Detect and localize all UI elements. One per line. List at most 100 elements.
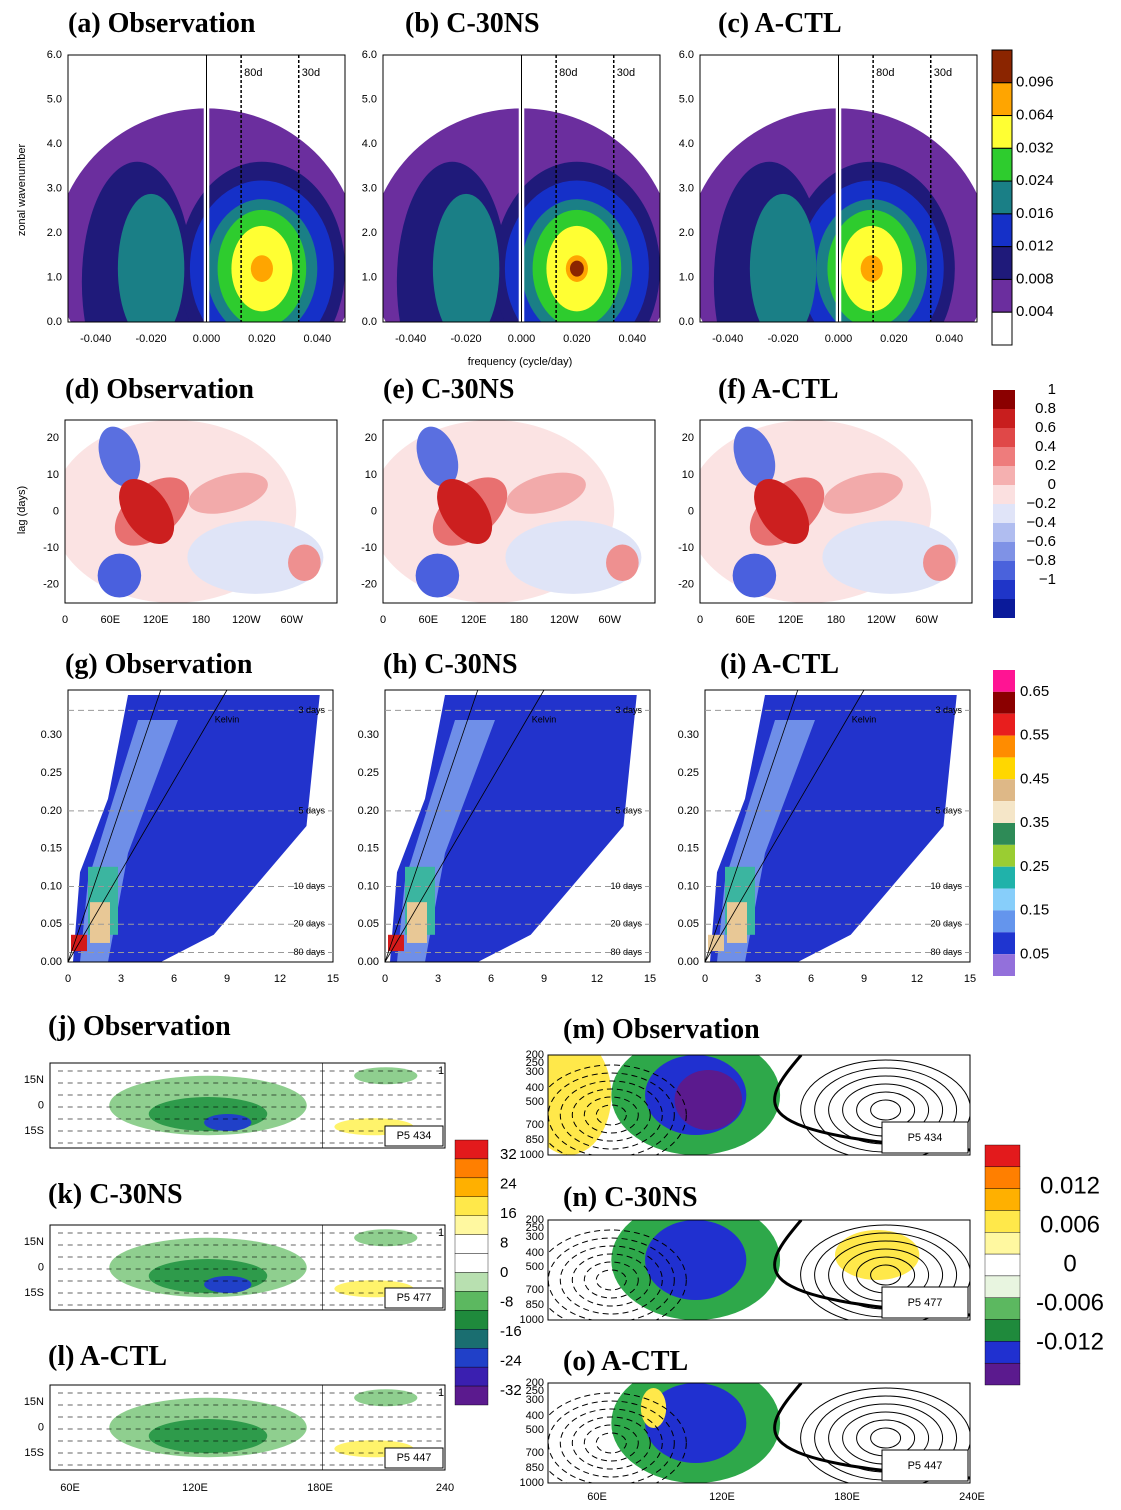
colorbar-label: -16	[500, 1323, 522, 1340]
x-tick-label: 0.020	[563, 333, 591, 345]
colorbar-box	[993, 910, 1015, 932]
x-tick-label: 9	[541, 973, 547, 985]
period-label: 30d	[302, 67, 320, 79]
y-tick-label: 4.0	[679, 138, 694, 150]
y-tick-label: 10	[47, 469, 59, 481]
y-tick-label: 0.0	[679, 316, 694, 328]
x-tick-label: 60E	[101, 614, 121, 626]
colorbar-label: 0.6	[1035, 419, 1056, 436]
colorbar-box	[985, 1145, 1020, 1167]
colorbar-label: −0.6	[1026, 533, 1056, 550]
y-tick-label: 0.05	[41, 918, 62, 930]
period-label: 80 days	[610, 947, 642, 957]
contour-fill	[354, 1067, 417, 1084]
colorbar-box	[455, 1216, 488, 1235]
period-label: 20 days	[610, 919, 642, 929]
contours	[58, 1229, 441, 1305]
colorbar-label: -0.006	[1036, 1289, 1104, 1316]
contour-line	[871, 1428, 901, 1448]
colorbar-box	[455, 1159, 488, 1178]
x-tick-label: 0	[65, 973, 71, 985]
x-tick-label: 0.040	[304, 333, 332, 345]
pattern-label: P5 434	[908, 1132, 943, 1144]
y-axis-label: lag (days)	[16, 486, 28, 534]
period-label: 30d	[934, 67, 952, 79]
period-label: 5 days	[935, 805, 962, 815]
y-tick-label: 500	[526, 1261, 544, 1273]
colorbar-label: 0	[1063, 1250, 1076, 1277]
colorbar-box	[455, 1178, 488, 1197]
y-tick-label: 400	[526, 1247, 544, 1259]
spectrum-tan	[90, 902, 110, 943]
x-tick-label: 15	[644, 973, 656, 985]
x-tick-label: 120E	[143, 614, 169, 626]
panel-title: (f) A-CTL	[718, 374, 839, 405]
period-label: 5 days	[615, 805, 642, 815]
colorbar-box	[985, 1189, 1020, 1211]
colorbar-label: 0.05	[1020, 945, 1049, 962]
y-tick-label: 1000	[520, 1477, 544, 1489]
y-tick-label: 700	[526, 1447, 544, 1459]
period-label: 3 days	[615, 705, 642, 715]
contour-fill	[645, 1220, 746, 1300]
contour-fill	[570, 261, 584, 277]
y-tick-label: 3.0	[679, 182, 694, 194]
x-tick-label: 0.040	[936, 333, 964, 345]
colorbar-box	[993, 714, 1015, 736]
y-tick-label: 15N	[24, 1236, 44, 1248]
panel-title: (i) A-CTL	[720, 649, 839, 680]
y-tick-label: 300	[526, 1231, 544, 1243]
x-tick-label: 120E	[709, 1491, 735, 1503]
colorbar-box	[993, 504, 1015, 523]
y-tick-label: 0.05	[358, 918, 379, 930]
colorbar-box	[455, 1273, 488, 1292]
y-tick-label: 5.0	[47, 93, 62, 105]
colorbar-label: 8	[500, 1234, 508, 1251]
colorbar-box	[455, 1310, 488, 1329]
y-tick-label: 2.0	[47, 227, 62, 239]
y-tick-label: 0.0	[47, 316, 62, 328]
contour-fill	[923, 544, 956, 581]
y-tick-label: -10	[43, 542, 59, 554]
y-tick-label: 15N	[24, 1074, 44, 1086]
panel-title: (e) C-30NS	[383, 374, 514, 405]
contours	[58, 1389, 441, 1465]
x-tick-label: 60E	[736, 614, 756, 626]
x-tick-label: 120W	[867, 614, 896, 626]
pattern-label: P5 447	[908, 1460, 943, 1472]
colorbar-box	[993, 670, 1015, 692]
x-tick-label: 0.000	[825, 333, 853, 345]
colorbar-box	[993, 889, 1015, 911]
y-tick-label: 0	[38, 1261, 44, 1273]
y-tick-label: 0.05	[678, 918, 699, 930]
colorbar-label: 0.032	[1016, 139, 1054, 156]
contour-fill	[288, 544, 321, 581]
colorbar-label: 1	[1048, 381, 1056, 398]
y-tick-label: 0.25	[678, 767, 699, 779]
colorbar-box	[993, 845, 1015, 867]
panel-title: (m) Observation	[563, 1014, 760, 1045]
contour-fill	[204, 1276, 251, 1293]
colorbar-box	[992, 50, 1012, 83]
y-tick-label: 1.0	[47, 271, 62, 283]
colorbar-label: 0.35	[1020, 814, 1049, 831]
colorbar-label: −1	[1039, 571, 1056, 588]
y-tick-label: 10	[365, 469, 377, 481]
colorbar-box	[993, 390, 1015, 409]
colorbar-box	[992, 247, 1012, 280]
colorbar-box	[992, 181, 1012, 214]
period-label: 3 days	[935, 705, 962, 715]
y-tick-label: -20	[43, 579, 59, 591]
y-tick-label: 1000	[520, 1149, 544, 1161]
wave-label: Kelvin	[215, 714, 240, 724]
x-tick-label: 180E	[307, 1482, 333, 1494]
contours	[51, 420, 323, 603]
y-tick-label: 0.30	[358, 729, 379, 741]
y-tick-label: 0.10	[358, 880, 379, 892]
y-tick-label: -10	[361, 542, 377, 554]
period-label: 20 days	[293, 919, 325, 929]
figure: (a) Observation80d30d0.01.02.03.04.05.06…	[0, 0, 1121, 1510]
y-tick-label: 15N	[24, 1396, 44, 1408]
colorbar-box	[455, 1329, 488, 1348]
y-tick-label: 2.0	[362, 227, 377, 239]
